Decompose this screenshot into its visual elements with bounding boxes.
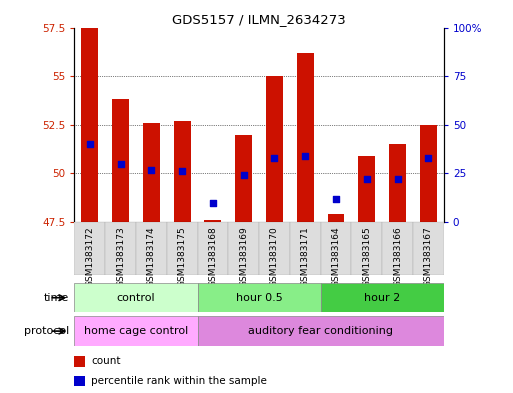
Point	[86, 141, 94, 147]
Bar	[198, 316, 444, 346]
Bar	[228, 222, 259, 275]
Point	[301, 153, 309, 159]
Bar	[358, 156, 375, 222]
Bar	[74, 222, 105, 275]
Text: hour 2: hour 2	[364, 293, 400, 303]
Text: GSM1383174: GSM1383174	[147, 226, 156, 287]
Text: GSM1383166: GSM1383166	[393, 226, 402, 287]
Bar	[413, 222, 444, 275]
Point	[424, 155, 432, 161]
Bar	[74, 316, 198, 346]
Bar	[105, 222, 136, 275]
Text: GSM1383173: GSM1383173	[116, 226, 125, 287]
Text: GSM1383165: GSM1383165	[362, 226, 371, 287]
Text: count: count	[91, 356, 121, 367]
Text: GSM1383170: GSM1383170	[270, 226, 279, 287]
Bar	[198, 222, 228, 275]
Bar	[143, 123, 160, 222]
Text: protocol: protocol	[24, 326, 69, 336]
Bar	[327, 214, 344, 222]
Point	[116, 160, 125, 167]
Point	[209, 199, 217, 206]
Bar	[112, 99, 129, 222]
Text: control: control	[116, 293, 155, 303]
Text: home cage control: home cage control	[84, 326, 188, 336]
Bar	[321, 222, 351, 275]
Bar	[321, 283, 444, 312]
Text: auditory fear conditioning: auditory fear conditioning	[248, 326, 393, 336]
Bar	[382, 222, 413, 275]
Bar	[173, 121, 190, 222]
Bar	[198, 283, 321, 312]
Point	[332, 196, 340, 202]
Point	[178, 168, 186, 174]
Point	[393, 176, 402, 182]
Bar	[74, 376, 86, 386]
Text: time: time	[44, 293, 69, 303]
Bar	[297, 53, 313, 222]
Bar	[389, 144, 406, 222]
Point	[270, 155, 279, 161]
Text: GSM1383172: GSM1383172	[85, 226, 94, 287]
Title: GDS5157 / ILMN_2634273: GDS5157 / ILMN_2634273	[172, 13, 346, 26]
Bar	[204, 220, 222, 222]
Bar	[81, 28, 98, 222]
Text: GSM1383167: GSM1383167	[424, 226, 433, 287]
Bar	[235, 134, 252, 222]
Bar	[167, 222, 198, 275]
Text: GSM1383168: GSM1383168	[208, 226, 218, 287]
Text: GSM1383175: GSM1383175	[177, 226, 187, 287]
Text: percentile rank within the sample: percentile rank within the sample	[91, 376, 267, 386]
Bar	[74, 356, 86, 367]
Text: GSM1383171: GSM1383171	[301, 226, 310, 287]
Text: GSM1383164: GSM1383164	[331, 226, 341, 287]
Bar	[259, 222, 290, 275]
Bar	[136, 222, 167, 275]
Point	[240, 172, 248, 178]
Point	[363, 176, 371, 182]
Bar	[266, 76, 283, 222]
Text: GSM1383169: GSM1383169	[239, 226, 248, 287]
Text: hour 0.5: hour 0.5	[235, 293, 283, 303]
Bar	[420, 125, 437, 222]
Point	[147, 166, 155, 173]
Bar	[351, 222, 382, 275]
Bar	[290, 222, 321, 275]
Bar	[74, 283, 198, 312]
